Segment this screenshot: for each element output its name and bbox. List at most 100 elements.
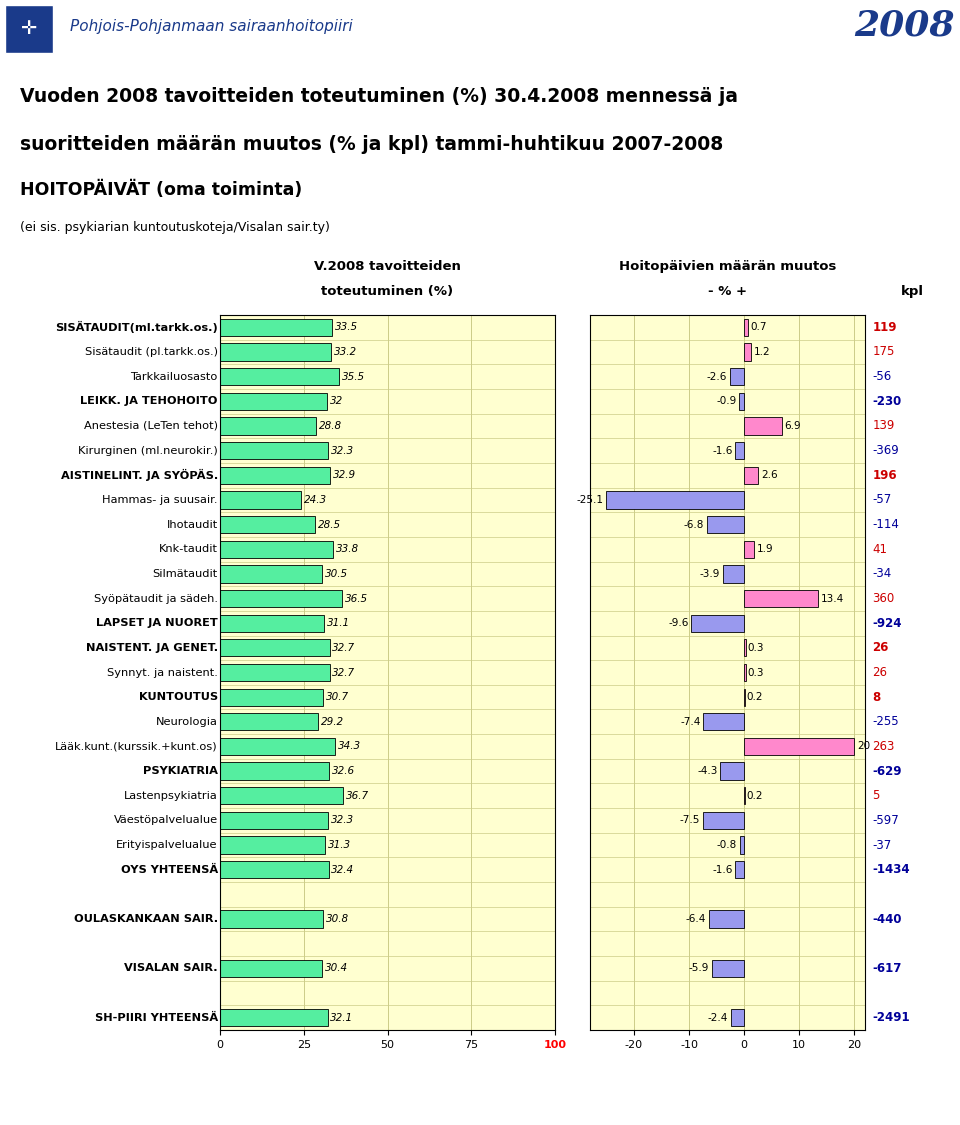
Text: 28.8: 28.8 [319,421,343,431]
Bar [220,837,324,854]
Text: OYS YHTEENSÄ: OYS YHTEENSÄ [121,865,218,875]
Bar [744,664,746,681]
Bar [220,318,332,336]
Text: -25.1: -25.1 [576,495,603,505]
Text: 0.2: 0.2 [747,692,763,702]
Text: Neurologia: Neurologia [156,717,218,727]
Text: 31.1: 31.1 [326,619,350,628]
Bar [5,4,53,53]
Bar [220,763,329,780]
Text: V.2008 tavoitteiden: V.2008 tavoitteiden [314,260,461,273]
Text: 1.2: 1.2 [754,346,770,357]
Text: Kirurginen (ml.neurokir.): Kirurginen (ml.neurokir.) [78,446,218,456]
Text: AISTINELINT. JA SYÖPÄS.: AISTINELINT. JA SYÖPÄS. [60,469,218,482]
Text: 1.9: 1.9 [757,544,774,555]
Text: Lääk.kunt.(kurssik.+kunt.os): Lääk.kunt.(kurssik.+kunt.os) [55,741,218,752]
Text: 32.4: 32.4 [331,865,354,875]
Text: 31.3: 31.3 [327,840,350,850]
Text: 32.9: 32.9 [333,470,356,480]
Text: -255: -255 [873,716,900,728]
Text: toteutuminen (%): toteutuminen (%) [322,285,453,298]
Text: -2.6: -2.6 [707,371,727,381]
Text: Synnyt. ja naistent.: Synnyt. ja naistent. [107,667,218,677]
Text: 20: 20 [856,741,870,752]
Bar [720,763,744,780]
Bar [744,590,818,608]
Text: ✛: ✛ [21,18,37,37]
Text: -56: -56 [873,370,892,384]
Text: 24.3: 24.3 [304,495,327,505]
Text: 2008: 2008 [854,9,955,43]
Bar [220,492,301,508]
Text: 8: 8 [873,691,881,703]
Text: Väestöpalvelualue: Väestöpalvelualue [113,816,218,826]
Bar [220,861,328,879]
Text: 13.4: 13.4 [821,594,844,603]
Bar [711,960,744,976]
Text: -629: -629 [873,765,902,777]
Text: 33.2: 33.2 [334,346,357,357]
Text: -37: -37 [873,838,892,852]
Text: 6.9: 6.9 [784,421,802,431]
Text: 29.2: 29.2 [321,717,344,727]
Text: 196: 196 [873,469,898,482]
Text: 32.7: 32.7 [332,667,355,677]
Text: Hoitopäivien määrän muutos: Hoitopäivien määrän muutos [619,260,836,273]
Text: 36.5: 36.5 [345,594,368,603]
Bar [739,393,744,410]
Bar [691,614,744,632]
Text: SISÄTAUDIT(ml.tarkk.os.): SISÄTAUDIT(ml.tarkk.os.) [55,322,218,333]
Text: -440: -440 [873,912,902,926]
Text: 5: 5 [873,790,880,802]
Text: -1.6: -1.6 [712,865,732,875]
Text: 36.7: 36.7 [346,791,369,801]
Bar [744,688,745,705]
Text: -617: -617 [873,962,902,975]
Text: VISALAN SAIR.: VISALAN SAIR. [124,963,218,973]
Text: -597: -597 [873,813,900,827]
Text: 35.5: 35.5 [342,371,365,381]
Text: -2.4: -2.4 [708,1012,728,1023]
Text: -57: -57 [873,494,892,506]
Text: (ei sis. psykiarian kuntoutuskoteja/Visalan sair.ty): (ei sis. psykiarian kuntoutuskoteja/Visa… [20,222,330,234]
Text: 30.4: 30.4 [324,963,348,973]
Text: Knk-taudit: Knk-taudit [158,544,218,555]
Text: 26: 26 [873,641,889,655]
Text: LEIKK. JA TEHOHOITO: LEIKK. JA TEHOHOITO [81,396,218,406]
Text: Ihotaudit: Ihotaudit [166,520,218,530]
Text: OULASKANKAAN SAIR.: OULASKANKAAN SAIR. [74,914,218,924]
Bar [220,713,318,730]
Text: 32.3: 32.3 [331,446,354,456]
Bar [703,812,744,829]
Text: 32.6: 32.6 [332,766,355,776]
Bar [220,639,329,657]
Text: -7.4: -7.4 [681,717,701,727]
Text: 263: 263 [873,740,895,753]
Text: Hammas- ja suusair.: Hammas- ja suusair. [103,495,218,505]
Bar [723,565,744,583]
Bar [220,1009,327,1026]
Text: -1434: -1434 [873,863,910,876]
Text: 30.8: 30.8 [325,914,349,924]
Text: -7.5: -7.5 [680,816,700,826]
Text: 34.3: 34.3 [338,741,361,752]
Bar [220,442,328,459]
Bar [731,1009,744,1026]
Text: NAISTENT. JA GENET.: NAISTENT. JA GENET. [85,642,218,652]
Bar [744,788,745,804]
Bar [744,541,755,558]
Text: PSYKIATRIA: PSYKIATRIA [143,766,218,776]
Text: -34: -34 [873,567,892,580]
Text: 0.3: 0.3 [747,642,764,652]
Text: -5.9: -5.9 [688,963,708,973]
Text: 32.3: 32.3 [331,816,354,826]
Text: -924: -924 [873,616,902,630]
Bar [220,788,343,804]
Bar [220,565,323,583]
Text: Sisätaudit (pl.tarkk.os.): Sisätaudit (pl.tarkk.os.) [84,346,218,357]
Bar [220,541,333,558]
Text: 119: 119 [873,321,897,334]
Bar [220,688,323,705]
Bar [744,467,758,484]
Text: 32.1: 32.1 [330,1012,353,1023]
